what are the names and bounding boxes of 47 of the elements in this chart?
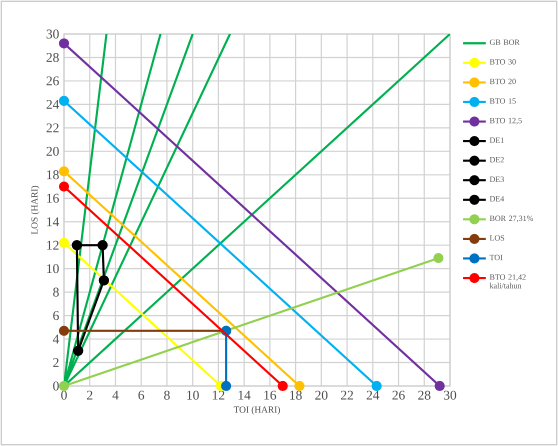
x-tick-label: 22 <box>340 390 354 400</box>
legend-label: DE3 <box>490 176 504 182</box>
x-tick-label: 14 <box>238 390 251 400</box>
y-tick-label: 6 <box>53 311 59 320</box>
legend-label: BTO 20 <box>490 78 516 84</box>
x-tick-label: 16 <box>264 390 276 400</box>
legend-label: DE2 <box>490 156 504 162</box>
legend-label: BTO 21,42 kali/tahun <box>490 274 526 288</box>
y-tick-label: 30 <box>46 30 59 38</box>
y-tick-label: 2 <box>53 358 59 367</box>
x-tick-label: 4 <box>112 390 119 400</box>
y-tick-label: 16 <box>47 194 59 203</box>
y-tick-label: 12 <box>47 240 59 250</box>
x-tick-label: 20 <box>315 390 328 400</box>
legend-label: DE4 <box>490 196 504 202</box>
y-tick-label: 20 <box>46 146 59 156</box>
legend-label: DE1 <box>490 137 504 143</box>
y-tick-label: 10 <box>47 264 59 274</box>
x-tick-label: 18 <box>290 390 302 400</box>
legend-label: GB BOR <box>490 40 520 45</box>
y-tick-label: 8 <box>53 288 59 297</box>
legend-label: BOR 27,31% <box>490 216 534 222</box>
x-tick-label: 6 <box>138 390 144 400</box>
legend-label: BTO 30 <box>490 59 516 65</box>
x-tick-label: 2 <box>86 390 92 400</box>
legend-label: LOS <box>490 235 504 241</box>
y-tick-label: 0 <box>53 381 59 390</box>
y-tick-label: 22 <box>46 123 59 132</box>
x-axis-title: TOI (HARI) <box>234 406 280 415</box>
x-tick-label: 26 <box>392 390 405 400</box>
x-tick-label: 8 <box>164 390 170 400</box>
x-tick-label: 0 <box>61 390 67 400</box>
x-tick-label: 28 <box>418 390 430 400</box>
y-tick-label: 24 <box>46 100 60 109</box>
y-axis-title: LOS (HARI) <box>31 186 40 234</box>
x-tick-label: 10 <box>187 390 199 400</box>
y-tick-label: 4 <box>52 334 60 344</box>
y-tick-label: 28 <box>46 52 59 62</box>
legend-label: BTO 12,5 <box>490 118 522 124</box>
x-tick-label: 30 <box>444 390 456 400</box>
x-tick-label: 24 <box>366 390 380 400</box>
legend-label: TOI <box>490 254 502 260</box>
legend-label: BTO 15 <box>490 98 516 104</box>
y-tick-label: 14 <box>47 217 60 226</box>
x-tick-label: 12 <box>212 390 224 400</box>
y-tick-label: 18 <box>47 170 59 180</box>
y-tick-label: 26 <box>46 76 59 86</box>
